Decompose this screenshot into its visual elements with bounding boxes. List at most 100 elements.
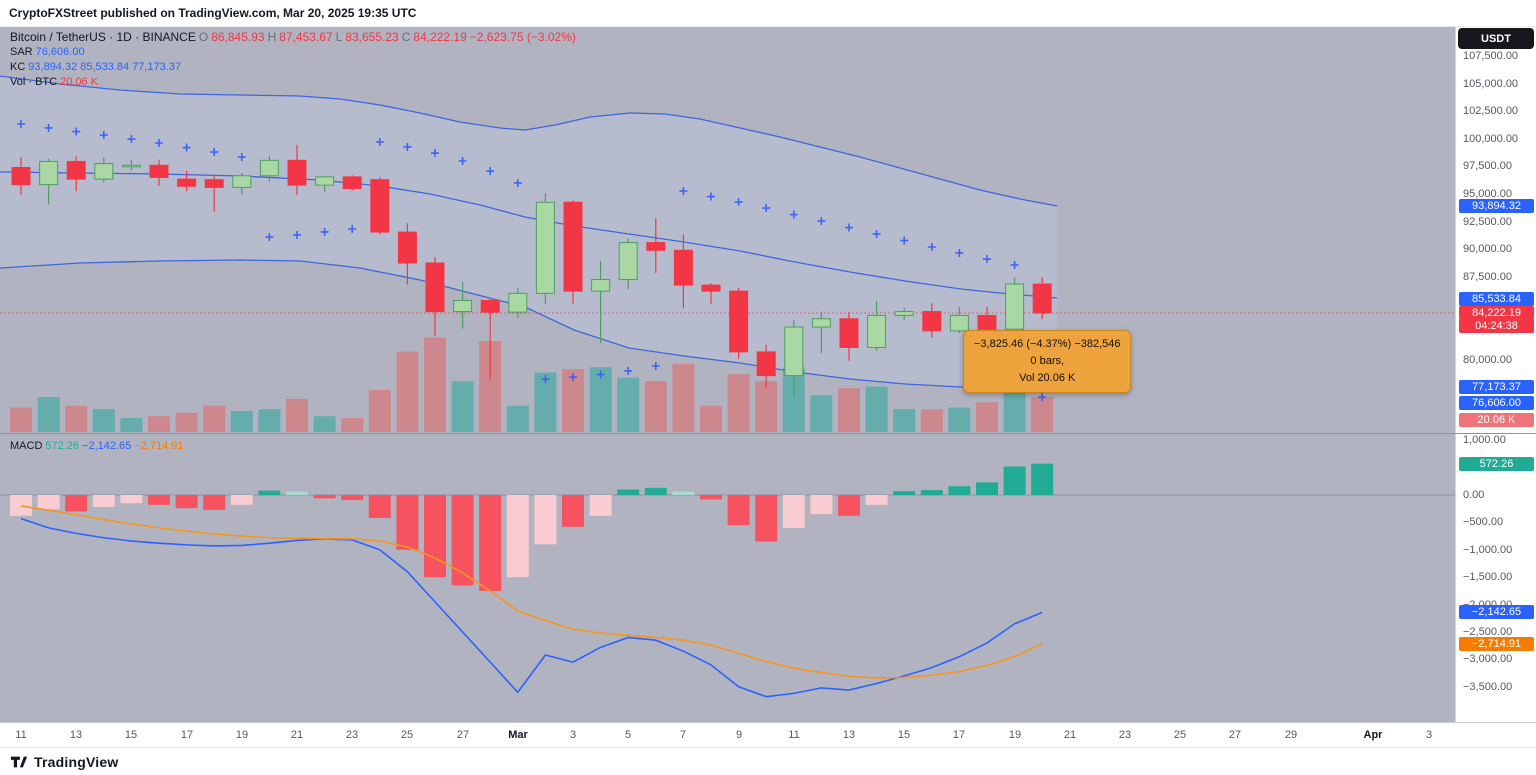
sar-dot	[403, 142, 412, 151]
axis-tick-label: 105,000.00	[1463, 77, 1519, 90]
chart-canvas[interactable]: Bitcoin / TetherUS · 1D · BINANCE O 86,845…	[0, 27, 1455, 722]
macd-hist-bar	[976, 482, 998, 495]
candle	[591, 279, 611, 292]
candle	[149, 164, 169, 178]
time-axis-label: 13	[69, 729, 83, 741]
axis-tick-label: 95,000.00	[1463, 188, 1512, 200]
tradingview-brand[interactable]: TradingView	[34, 753, 119, 770]
macd-hist-bar	[562, 495, 584, 527]
pane-separator[interactable]	[0, 433, 1536, 434]
macd-hist-bar	[396, 495, 419, 550]
macd-hist-bar	[258, 490, 281, 495]
macd-hist-bar	[727, 495, 750, 526]
macd-hist-bar	[230, 495, 253, 505]
axis-tick-label: −1,000.00	[1463, 543, 1513, 556]
time-axis-label: 13	[842, 729, 856, 741]
macd-hist-bar	[341, 495, 364, 500]
time-axis-label: 23	[1118, 729, 1132, 741]
sar-dot	[872, 229, 881, 238]
candle	[94, 163, 114, 180]
sar-dot	[569, 373, 577, 382]
axis-value-badge: 04:24:38	[1459, 318, 1534, 333]
time-axis-label: 17	[952, 729, 966, 741]
sar-dot	[1010, 260, 1019, 269]
macd-hist-bar	[810, 495, 833, 515]
candle	[204, 179, 224, 188]
macd-hist-bar	[120, 495, 143, 504]
sar-dot	[72, 127, 81, 136]
candle	[977, 314, 997, 330]
candle	[646, 242, 666, 251]
price-axis[interactable]: USDT 107,500.00 105,000.00 102,500.00 100,0…	[1455, 27, 1536, 722]
macd-hist-bar	[644, 487, 667, 495]
axis-value-badge: 93,894.32	[1459, 199, 1534, 214]
macd-hist-bar	[37, 495, 60, 510]
sar-dot	[320, 227, 329, 236]
time-axis-label: 25	[1173, 729, 1187, 741]
sar-dot	[99, 131, 108, 140]
macd-hist-bar	[865, 495, 888, 505]
axis-value-badge: 77,173.37	[1459, 379, 1534, 394]
time-axis-label: 29	[1284, 729, 1298, 741]
keltner-channel	[0, 75, 1058, 392]
time-axis-label: 19	[1008, 729, 1022, 741]
macd-hist-bar	[700, 495, 722, 500]
time-axis-label: Mar	[508, 729, 528, 741]
time-axis-label: 15	[124, 729, 138, 741]
candle	[756, 351, 776, 377]
sar-dot	[210, 148, 219, 157]
axis-tick-label: −1,500.00	[1463, 571, 1513, 584]
axis-tick-label: 100,000.00	[1463, 132, 1519, 145]
sar-dot	[541, 375, 550, 384]
sar-dot	[707, 192, 715, 201]
macd-hist-bar	[534, 495, 557, 545]
sar-dot	[900, 236, 909, 245]
sar-dot	[762, 204, 771, 213]
time-axis-label: 5	[624, 729, 632, 741]
tradingview-logo-icon[interactable]	[10, 753, 28, 771]
axis-tick-label: 0.00	[1463, 489, 1485, 501]
macd-line	[20, 517, 1043, 698]
candle	[39, 160, 59, 186]
candle	[11, 167, 31, 186]
macd-signal-line	[20, 505, 1043, 679]
macd-hist-bar	[1031, 463, 1054, 495]
sar-dot	[845, 223, 853, 232]
candle	[784, 326, 804, 377]
axis-value-badge: 572.26	[1459, 456, 1534, 471]
axis-tick-label: 80,000.00	[1463, 353, 1512, 366]
macd-hist-bar	[368, 495, 391, 519]
measure-change: −3,825.46 (−4.37%) −382,546	[974, 338, 1121, 350]
macd-hist-bar	[838, 495, 860, 516]
sar-dot	[789, 210, 798, 219]
candle	[867, 314, 887, 348]
sar-dot	[927, 242, 936, 251]
time-axis-label: 27	[1228, 729, 1242, 741]
axis-value-badge: 76,606.00	[1459, 396, 1534, 411]
currency-toggle-button[interactable]: USDT	[1458, 28, 1534, 49]
axis-tick-label: −3,000.00	[1463, 653, 1513, 666]
candle	[701, 284, 721, 292]
candle	[673, 249, 693, 286]
candle	[259, 159, 279, 177]
candle	[894, 311, 914, 316]
sar-dot	[486, 167, 495, 176]
macd-hist-bar	[617, 489, 640, 495]
time-axis-label: 9	[735, 729, 743, 741]
macd-hist-bar	[65, 495, 88, 512]
sar-dot	[375, 138, 384, 147]
time-axis[interactable]: 11 13 15 17 19 21 23 25 27 Mar 3 5 7 9 11 13 15 17 19 21 23 2…	[0, 722, 1536, 747]
candle	[480, 300, 500, 313]
candle	[1032, 283, 1052, 314]
candle	[232, 175, 252, 188]
time-axis-label: 3	[1425, 729, 1433, 741]
candle	[1005, 283, 1025, 330]
axis-tick-label: −500.00	[1463, 516, 1504, 529]
sar-dot	[182, 143, 191, 152]
candles-layer	[11, 144, 1052, 397]
macd-hist-bar	[451, 495, 474, 586]
candle	[66, 160, 86, 180]
time-axis-label: 17	[180, 729, 194, 741]
measure-tooltip: −3,825.46 (−4.37%) −382,546 0 bars, Vol …	[963, 330, 1132, 394]
candle	[397, 231, 417, 264]
